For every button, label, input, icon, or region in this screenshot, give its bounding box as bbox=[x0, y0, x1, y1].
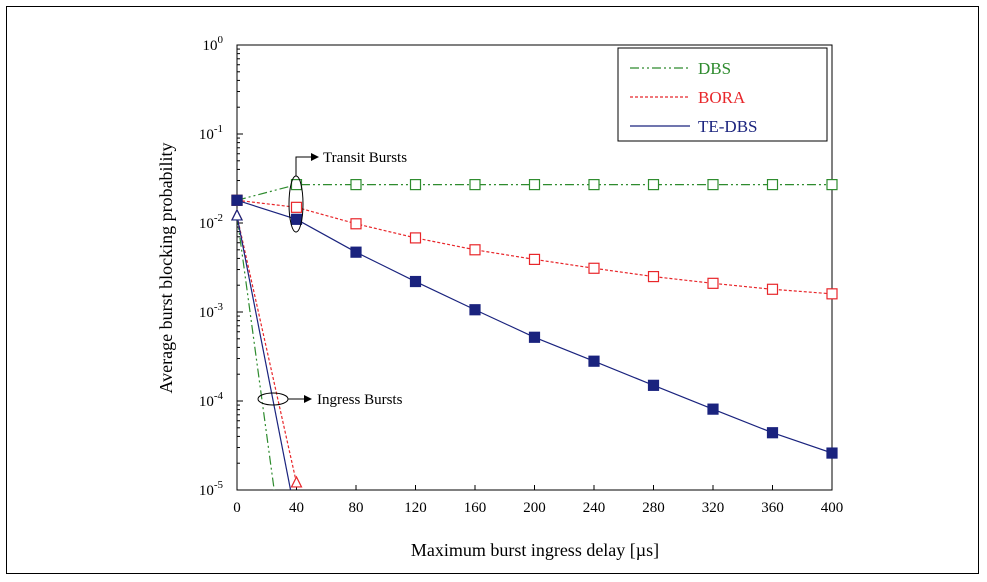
y-tick-label: 10-5 bbox=[199, 479, 224, 499]
data-point bbox=[231, 194, 243, 206]
x-tick-label: 280 bbox=[642, 500, 665, 516]
data-point bbox=[707, 403, 719, 415]
data-point bbox=[588, 355, 600, 367]
data-point bbox=[766, 427, 779, 439]
data-point bbox=[231, 208, 243, 221]
data-point bbox=[826, 447, 838, 459]
series-line bbox=[237, 215, 275, 490]
annotation-transit-bursts: Transit Bursts bbox=[323, 150, 407, 166]
series-line bbox=[237, 199, 832, 454]
legend-label-dbs: DBS bbox=[698, 59, 731, 78]
data-point bbox=[707, 277, 719, 289]
x-tick-label: 120 bbox=[404, 500, 427, 516]
data-point bbox=[707, 179, 719, 191]
data-point bbox=[647, 179, 660, 191]
data-point bbox=[826, 288, 838, 300]
legend-label-bora: BORA bbox=[698, 88, 746, 107]
transit-bursts-arrow bbox=[295, 156, 313, 176]
y-axis: 10-5 10-4 10-3 10-2 10-1 100 bbox=[199, 34, 243, 499]
data-point bbox=[469, 304, 481, 316]
data-point bbox=[528, 253, 541, 265]
legend: DBS BORA TE-DBS bbox=[617, 47, 828, 142]
data-point bbox=[588, 179, 600, 191]
legend-label-te-dbs: TE-DBS bbox=[698, 117, 758, 136]
y-axis-label: Average burst blocking probability bbox=[156, 142, 176, 393]
transit-bursts-arrowhead bbox=[311, 153, 319, 161]
x-tick-label: 400 bbox=[821, 500, 844, 516]
x-tick-label: 40 bbox=[289, 500, 304, 516]
data-point bbox=[409, 232, 422, 244]
annotation-ingress-bursts: Ingress Bursts bbox=[317, 392, 403, 408]
data-point bbox=[528, 179, 541, 191]
annotation-layer: Transit Bursts Ingress Bursts bbox=[257, 150, 407, 408]
y-tick-label: 10-3 bbox=[199, 301, 224, 321]
data-point bbox=[647, 379, 660, 391]
data-point bbox=[469, 244, 481, 256]
data-point bbox=[766, 179, 779, 191]
data-point bbox=[290, 201, 303, 213]
x-tick-label: 0 bbox=[233, 500, 241, 516]
y-tick-label: 10-4 bbox=[199, 390, 224, 410]
series-line bbox=[237, 199, 832, 295]
data-point bbox=[350, 246, 362, 258]
x-axis: 0 40 80 120 160 200 240 280 320 360 400 bbox=[233, 485, 843, 516]
data-point bbox=[766, 283, 779, 295]
series-transit-dbs bbox=[231, 179, 838, 206]
series-transit-bora bbox=[231, 194, 838, 300]
series-layer bbox=[231, 179, 838, 490]
data-point bbox=[826, 179, 838, 191]
data-point bbox=[588, 262, 600, 274]
data-point bbox=[350, 179, 362, 191]
data-point bbox=[290, 213, 303, 225]
y-tick-label: 100 bbox=[203, 34, 224, 54]
x-tick-label: 240 bbox=[583, 500, 606, 516]
x-tick-label: 80 bbox=[349, 500, 364, 516]
data-point bbox=[647, 270, 660, 283]
y-tick-label: 10-2 bbox=[199, 212, 223, 232]
x-tick-label: 200 bbox=[523, 500, 546, 516]
data-point bbox=[409, 275, 422, 288]
data-point bbox=[409, 179, 422, 191]
series-ingress-te-dbs bbox=[231, 208, 292, 490]
data-point bbox=[469, 179, 481, 191]
x-axis-label: Maximum burst ingress delay [µs] bbox=[411, 540, 659, 560]
ingress-bursts-arrowhead bbox=[304, 395, 312, 403]
series-line bbox=[237, 215, 298, 484]
series-transit-te-dbs bbox=[231, 194, 838, 459]
x-tick-label: 320 bbox=[702, 500, 725, 516]
y-tick-label: 10-1 bbox=[199, 123, 223, 143]
data-point bbox=[350, 218, 362, 230]
data-point bbox=[528, 331, 541, 343]
x-tick-label: 360 bbox=[761, 500, 784, 516]
data-point bbox=[290, 475, 303, 488]
x-tick-label: 160 bbox=[464, 500, 487, 516]
series-line bbox=[237, 215, 292, 490]
